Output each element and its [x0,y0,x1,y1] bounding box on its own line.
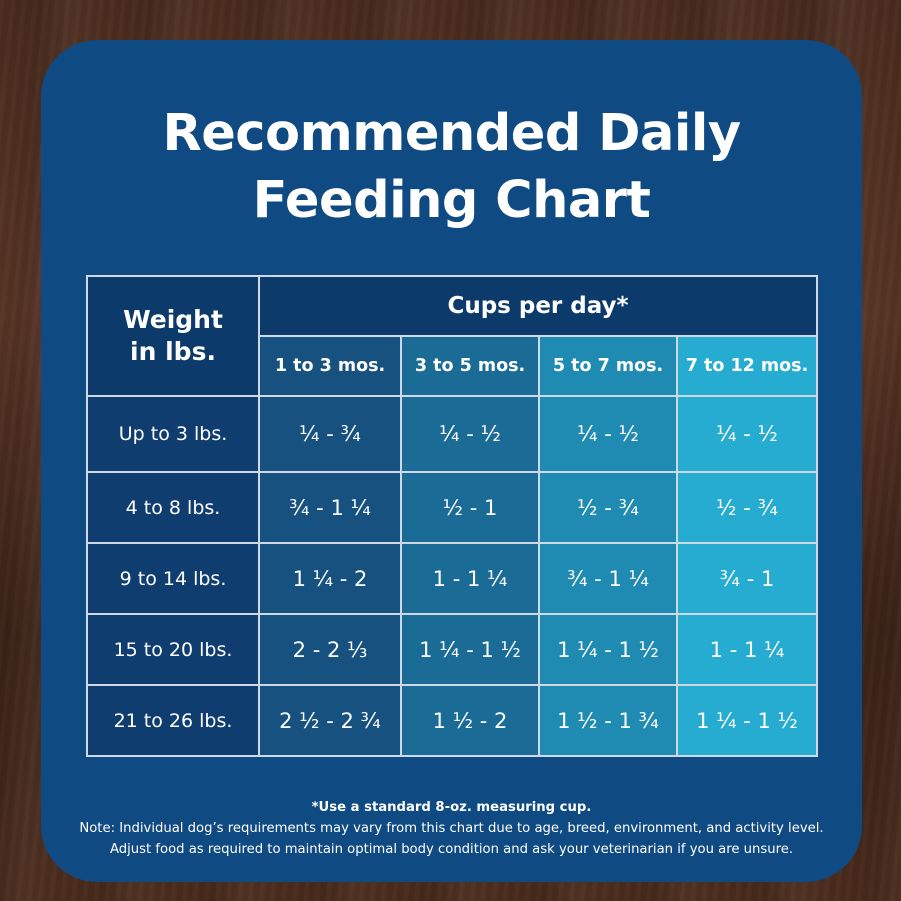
page-title: Recommended Daily Feeding Chart [41,100,862,234]
weight-header-line-1: Weight [123,305,223,334]
notes-block: *Use a standard 8-oz. measuring cup. Not… [41,797,862,860]
title-line-2: Feeding Chart [252,171,651,230]
cups-value-cell: 2 - 2 ⅓ [258,613,402,686]
cups-value-cell: 1 - 1 ¼ [676,613,818,686]
cups-value-cell: ½ - ¾ [676,471,818,544]
feeding-chart-card: Recommended Daily Feeding Chart Weight in… [41,40,862,882]
title-line-1: Recommended Daily [162,104,741,163]
feeding-table: Weight in lbs. Cups per day* 1 to 3 mos. 3 t… [86,275,818,773]
weight-row-label: 21 to 26 lbs. [86,684,260,757]
cups-value-cell: ½ - ¾ [538,471,678,544]
cups-value-cell: ¾ - 1 ¼ [538,542,678,615]
cups-value-cell: 1 ½ - 2 [400,684,540,757]
age-column-header: 7 to 12 mos. [676,335,818,397]
weight-header-line-2: in lbs. [130,337,216,366]
weight-column-header: Weight in lbs. [86,275,260,397]
age-column-header: 5 to 7 mos. [538,335,678,397]
cups-per-day-header: Cups per day* [258,275,818,337]
weight-row-label: Up to 3 lbs. [86,395,260,473]
age-column-header: 3 to 5 mos. [400,335,540,397]
cups-value-cell: 1 ¼ - 2 [258,542,402,615]
cups-value-cell: 1 ½ - 1 ¾ [538,684,678,757]
weight-row-label: 9 to 14 lbs. [86,542,260,615]
cups-value-cell: 2 ½ - 2 ¾ [258,684,402,757]
cups-value-cell: ¾ - 1 [676,542,818,615]
cups-value-cell: ¾ - 1 ¼ [258,471,402,544]
cups-value-cell: 1 ¼ - 1 ½ [676,684,818,757]
cups-value-cell: ¼ - ½ [676,395,818,473]
age-column-header: 1 to 3 mos. [258,335,402,397]
cups-value-cell: 1 - 1 ¼ [400,542,540,615]
cups-value-cell: 1 ¼ - 1 ½ [538,613,678,686]
note-line-2: Adjust food as required to maintain opti… [109,842,794,857]
note-line-1: Note: Individual dog’s requirements may … [79,821,824,836]
cups-value-cell: ¼ - ½ [400,395,540,473]
weight-row-label: 4 to 8 lbs. [86,471,260,544]
weight-row-label: 15 to 20 lbs. [86,613,260,686]
cups-value-cell: ¼ - ¾ [258,395,402,473]
cups-value-cell: ¼ - ½ [538,395,678,473]
cups-value-cell: ½ - 1 [400,471,540,544]
cups-value-cell: 1 ¼ - 1 ½ [400,613,540,686]
footnote: *Use a standard 8-oz. measuring cup. [311,800,592,815]
